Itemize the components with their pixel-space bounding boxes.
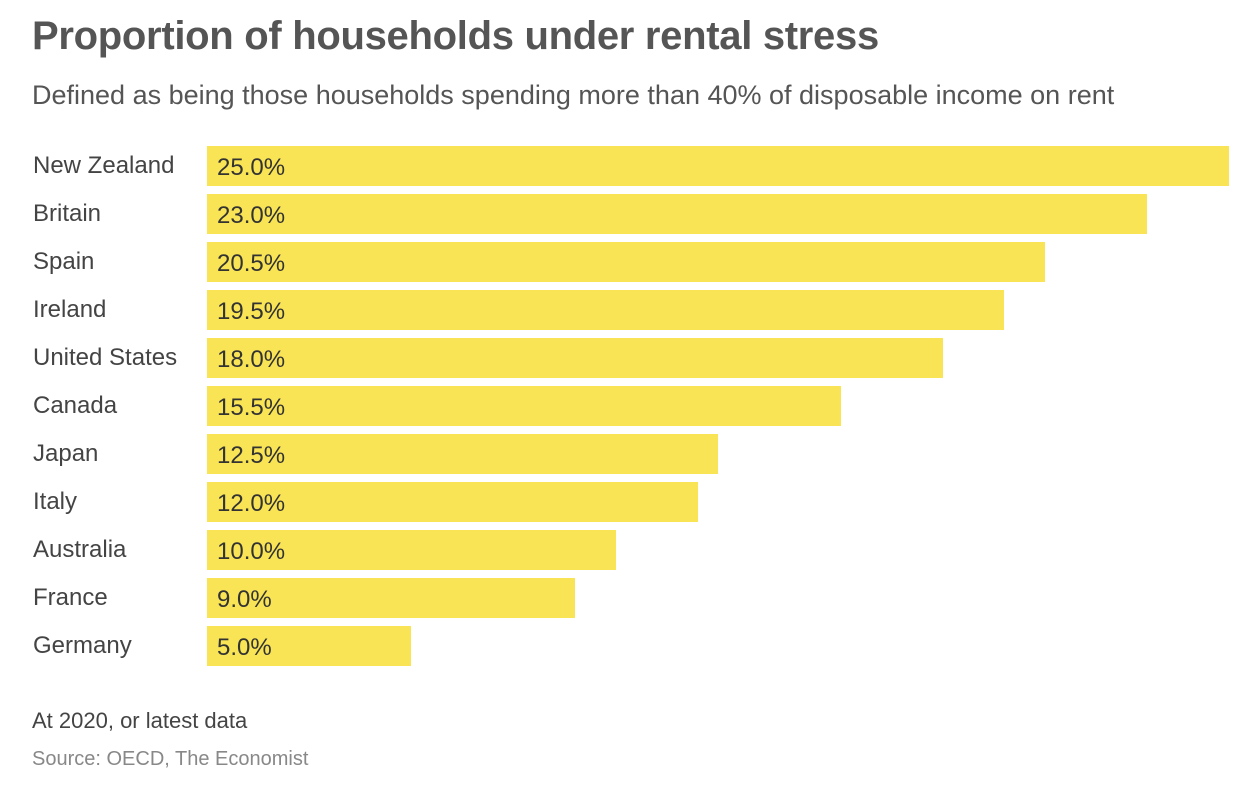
bar bbox=[207, 530, 616, 570]
value-label: 25.0% bbox=[217, 154, 285, 181]
bar bbox=[207, 146, 1229, 186]
value-label: 10.0% bbox=[217, 538, 285, 565]
value-label: 20.5% bbox=[217, 250, 285, 277]
category-label: Canada bbox=[33, 392, 118, 419]
chart-subtitle: Defined as being those households spendi… bbox=[32, 80, 1115, 110]
bar bbox=[207, 290, 1004, 330]
category-label: Australia bbox=[33, 536, 127, 563]
category-label: Ireland bbox=[33, 296, 106, 323]
bar bbox=[207, 338, 943, 378]
bar bbox=[207, 386, 841, 426]
bar bbox=[207, 242, 1045, 282]
category-label: United States bbox=[33, 344, 177, 371]
category-label: Italy bbox=[33, 488, 77, 515]
category-label: Japan bbox=[33, 440, 98, 467]
value-label: 23.0% bbox=[217, 202, 285, 229]
category-label: New Zealand bbox=[33, 152, 174, 179]
value-label: 18.0% bbox=[217, 346, 285, 373]
value-label: 15.5% bbox=[217, 394, 285, 421]
value-label: 12.5% bbox=[217, 442, 285, 469]
value-label: 5.0% bbox=[217, 634, 272, 661]
bar bbox=[207, 482, 698, 522]
bar bbox=[207, 434, 718, 474]
value-label: 19.5% bbox=[217, 298, 285, 325]
value-label: 12.0% bbox=[217, 490, 285, 517]
category-label: Britain bbox=[33, 200, 101, 227]
value-label: 9.0% bbox=[217, 586, 272, 613]
chart-source: Source: OECD, The Economist bbox=[32, 748, 309, 770]
chart-title: Proportion of households under rental st… bbox=[32, 14, 879, 58]
bar-chart: New Zealand 25.0% Britain 23.0% Spain 20.5% Ir… bbox=[33, 146, 1229, 666]
bar bbox=[207, 626, 411, 666]
category-label: Spain bbox=[33, 248, 94, 275]
bar bbox=[207, 578, 575, 618]
chart-note: At 2020, or latest data bbox=[32, 708, 248, 733]
bar bbox=[207, 194, 1147, 234]
category-label: Germany bbox=[33, 632, 132, 659]
category-label: France bbox=[33, 584, 108, 611]
